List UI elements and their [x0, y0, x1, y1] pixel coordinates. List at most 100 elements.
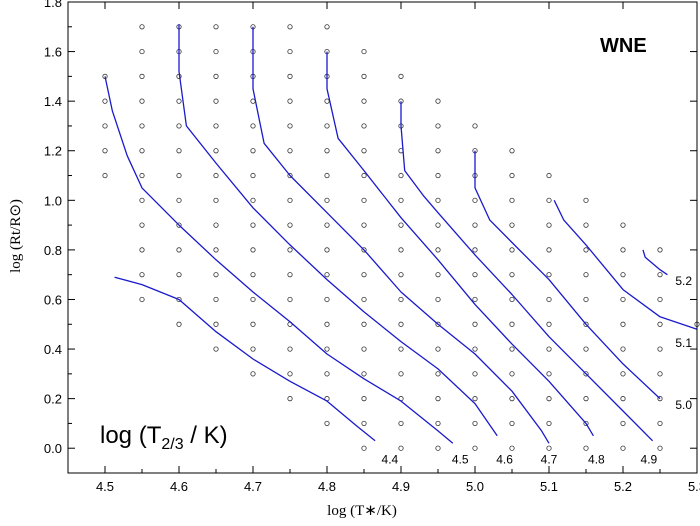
- y-axis-label: log (Rt/R⊙): [8, 199, 24, 273]
- model-point: [620, 296, 626, 303]
- model-point: [324, 98, 330, 104]
- model-point: [287, 197, 293, 203]
- model-point: [139, 148, 145, 154]
- model-point: [213, 73, 219, 79]
- x-tick-label: 5.3: [688, 479, 700, 494]
- model-point: [620, 272, 626, 278]
- model-point: [361, 247, 367, 253]
- model-point: [213, 346, 219, 352]
- model-point: [213, 296, 219, 303]
- model-point: [139, 197, 145, 203]
- y-tick-label: 0.4: [44, 342, 62, 357]
- model-point: [620, 222, 626, 228]
- model-point: [213, 321, 219, 327]
- model-point: [546, 247, 552, 253]
- model-point: [583, 197, 589, 203]
- annotation-tail: / K): [184, 422, 228, 449]
- y-tick-label: 0.0: [44, 441, 62, 456]
- model-point: [472, 371, 478, 377]
- model-point: [176, 172, 182, 179]
- contour-label: 4.9: [641, 452, 658, 466]
- model-point: [472, 222, 478, 228]
- contour-line-4-6: [178, 24, 498, 437]
- model-point: [583, 396, 589, 402]
- model-point: [620, 396, 626, 402]
- model-point: [250, 321, 256, 327]
- model-point: [139, 272, 145, 278]
- model-point: [398, 73, 404, 79]
- model-point: [361, 197, 367, 203]
- contour-label: 5.0: [675, 398, 692, 412]
- model-point: [398, 172, 404, 179]
- model-point: [546, 321, 552, 327]
- model-point: [287, 123, 293, 129]
- model-point: [102, 98, 108, 104]
- y-tick-label: 1.0: [44, 193, 62, 208]
- model-point: [583, 445, 589, 451]
- model-point: [509, 148, 515, 154]
- model-point: [509, 445, 515, 451]
- model-point: [509, 321, 515, 327]
- model-point: [324, 296, 330, 303]
- model-point: [250, 346, 256, 352]
- contour-line-4-7: [252, 26, 550, 444]
- model-point: [398, 272, 404, 278]
- model-point: [546, 296, 552, 303]
- model-point: [176, 247, 182, 253]
- model-point: [324, 272, 330, 278]
- model-point: [398, 247, 404, 253]
- x-tick-label: 5.2: [614, 479, 632, 494]
- model-point: [657, 346, 663, 352]
- model-point: [176, 197, 182, 203]
- x-axis-label: log (T∗/K): [327, 503, 397, 519]
- model-point: [287, 371, 293, 377]
- model-point: [657, 420, 663, 427]
- model-point: [546, 420, 552, 427]
- model-point: [102, 172, 108, 179]
- contour-label: 4.4: [382, 452, 399, 466]
- model-point: [213, 272, 219, 278]
- x-tick-label: 5.1: [540, 479, 558, 494]
- contour-line-4-4: [114, 276, 376, 442]
- model-point: [139, 296, 145, 303]
- model-point: [139, 73, 145, 79]
- model-point: [250, 272, 256, 278]
- model-point: [213, 123, 219, 129]
- y-tick-label: 0.6: [44, 292, 62, 307]
- model-point: [361, 272, 367, 278]
- model-point: [657, 396, 663, 402]
- model-point: [176, 296, 182, 303]
- model-point: [250, 222, 256, 228]
- x-tick-label: 4.5: [96, 479, 114, 494]
- model-point: [509, 222, 515, 228]
- model-point: [287, 98, 293, 104]
- model-point: [583, 272, 589, 278]
- contour-lines: [104, 24, 698, 444]
- model-point: [435, 172, 441, 179]
- model-point: [509, 396, 515, 402]
- model-point: [176, 123, 182, 129]
- model-point: [657, 321, 663, 327]
- model-point: [472, 346, 478, 352]
- annotation-sub: 2/3: [161, 436, 183, 453]
- model-point: [472, 247, 478, 253]
- model-point: [287, 222, 293, 228]
- model-point: [176, 222, 182, 228]
- model-point: [472, 321, 478, 327]
- panel-label: WNE: [600, 35, 647, 57]
- temperature-annotation: log (T2/3 / K): [100, 422, 228, 453]
- model-point: [435, 247, 441, 253]
- model-point: [213, 148, 219, 154]
- model-point: [361, 48, 367, 55]
- model-point: [361, 123, 367, 129]
- model-point: [509, 296, 515, 303]
- model-point: [620, 420, 626, 427]
- model-point: [657, 247, 663, 253]
- model-point: [398, 197, 404, 203]
- model-point: [435, 98, 441, 104]
- model-point: [250, 197, 256, 203]
- model-point: [324, 420, 330, 427]
- model-point: [435, 371, 441, 377]
- model-point: [176, 148, 182, 154]
